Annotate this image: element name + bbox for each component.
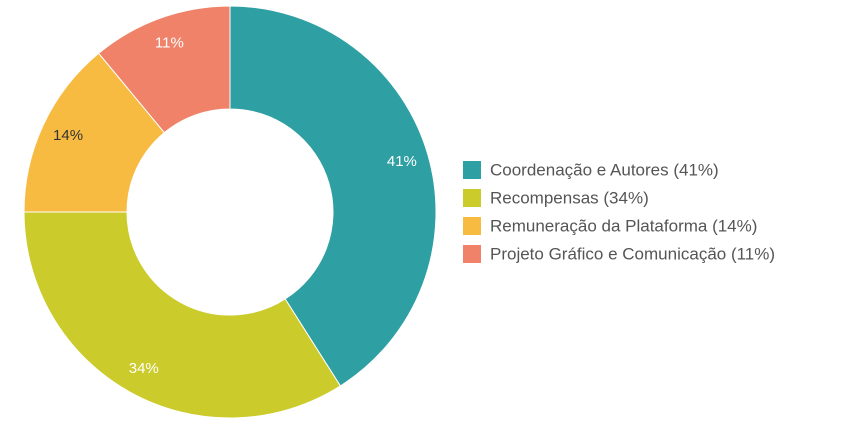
legend-label: Recompensas (34%) (490, 188, 649, 207)
legend-swatch (463, 189, 481, 207)
donut-slice (23, 52, 166, 213)
legend-swatch (463, 217, 481, 235)
legend-label: Projeto Gráfico e Comunicação (11%) (490, 244, 775, 263)
legend: Coordenação e Autores (41%) Recompensas (… (463, 160, 775, 263)
legend-swatch (463, 245, 481, 263)
donut-slice (229, 5, 437, 387)
slice-label: 41% (387, 153, 417, 170)
donut-slice (97, 5, 231, 134)
donut-slice (23, 211, 342, 419)
slice-label: 34% (129, 360, 159, 377)
legend-label: Remuneração da Plataforma (14%) (490, 216, 757, 235)
slice-label: 11% (155, 35, 184, 52)
slice-label: 14% (53, 127, 83, 144)
legend-swatch (463, 161, 481, 179)
legend-label: Coordenação e Autores (41%) (490, 160, 719, 179)
